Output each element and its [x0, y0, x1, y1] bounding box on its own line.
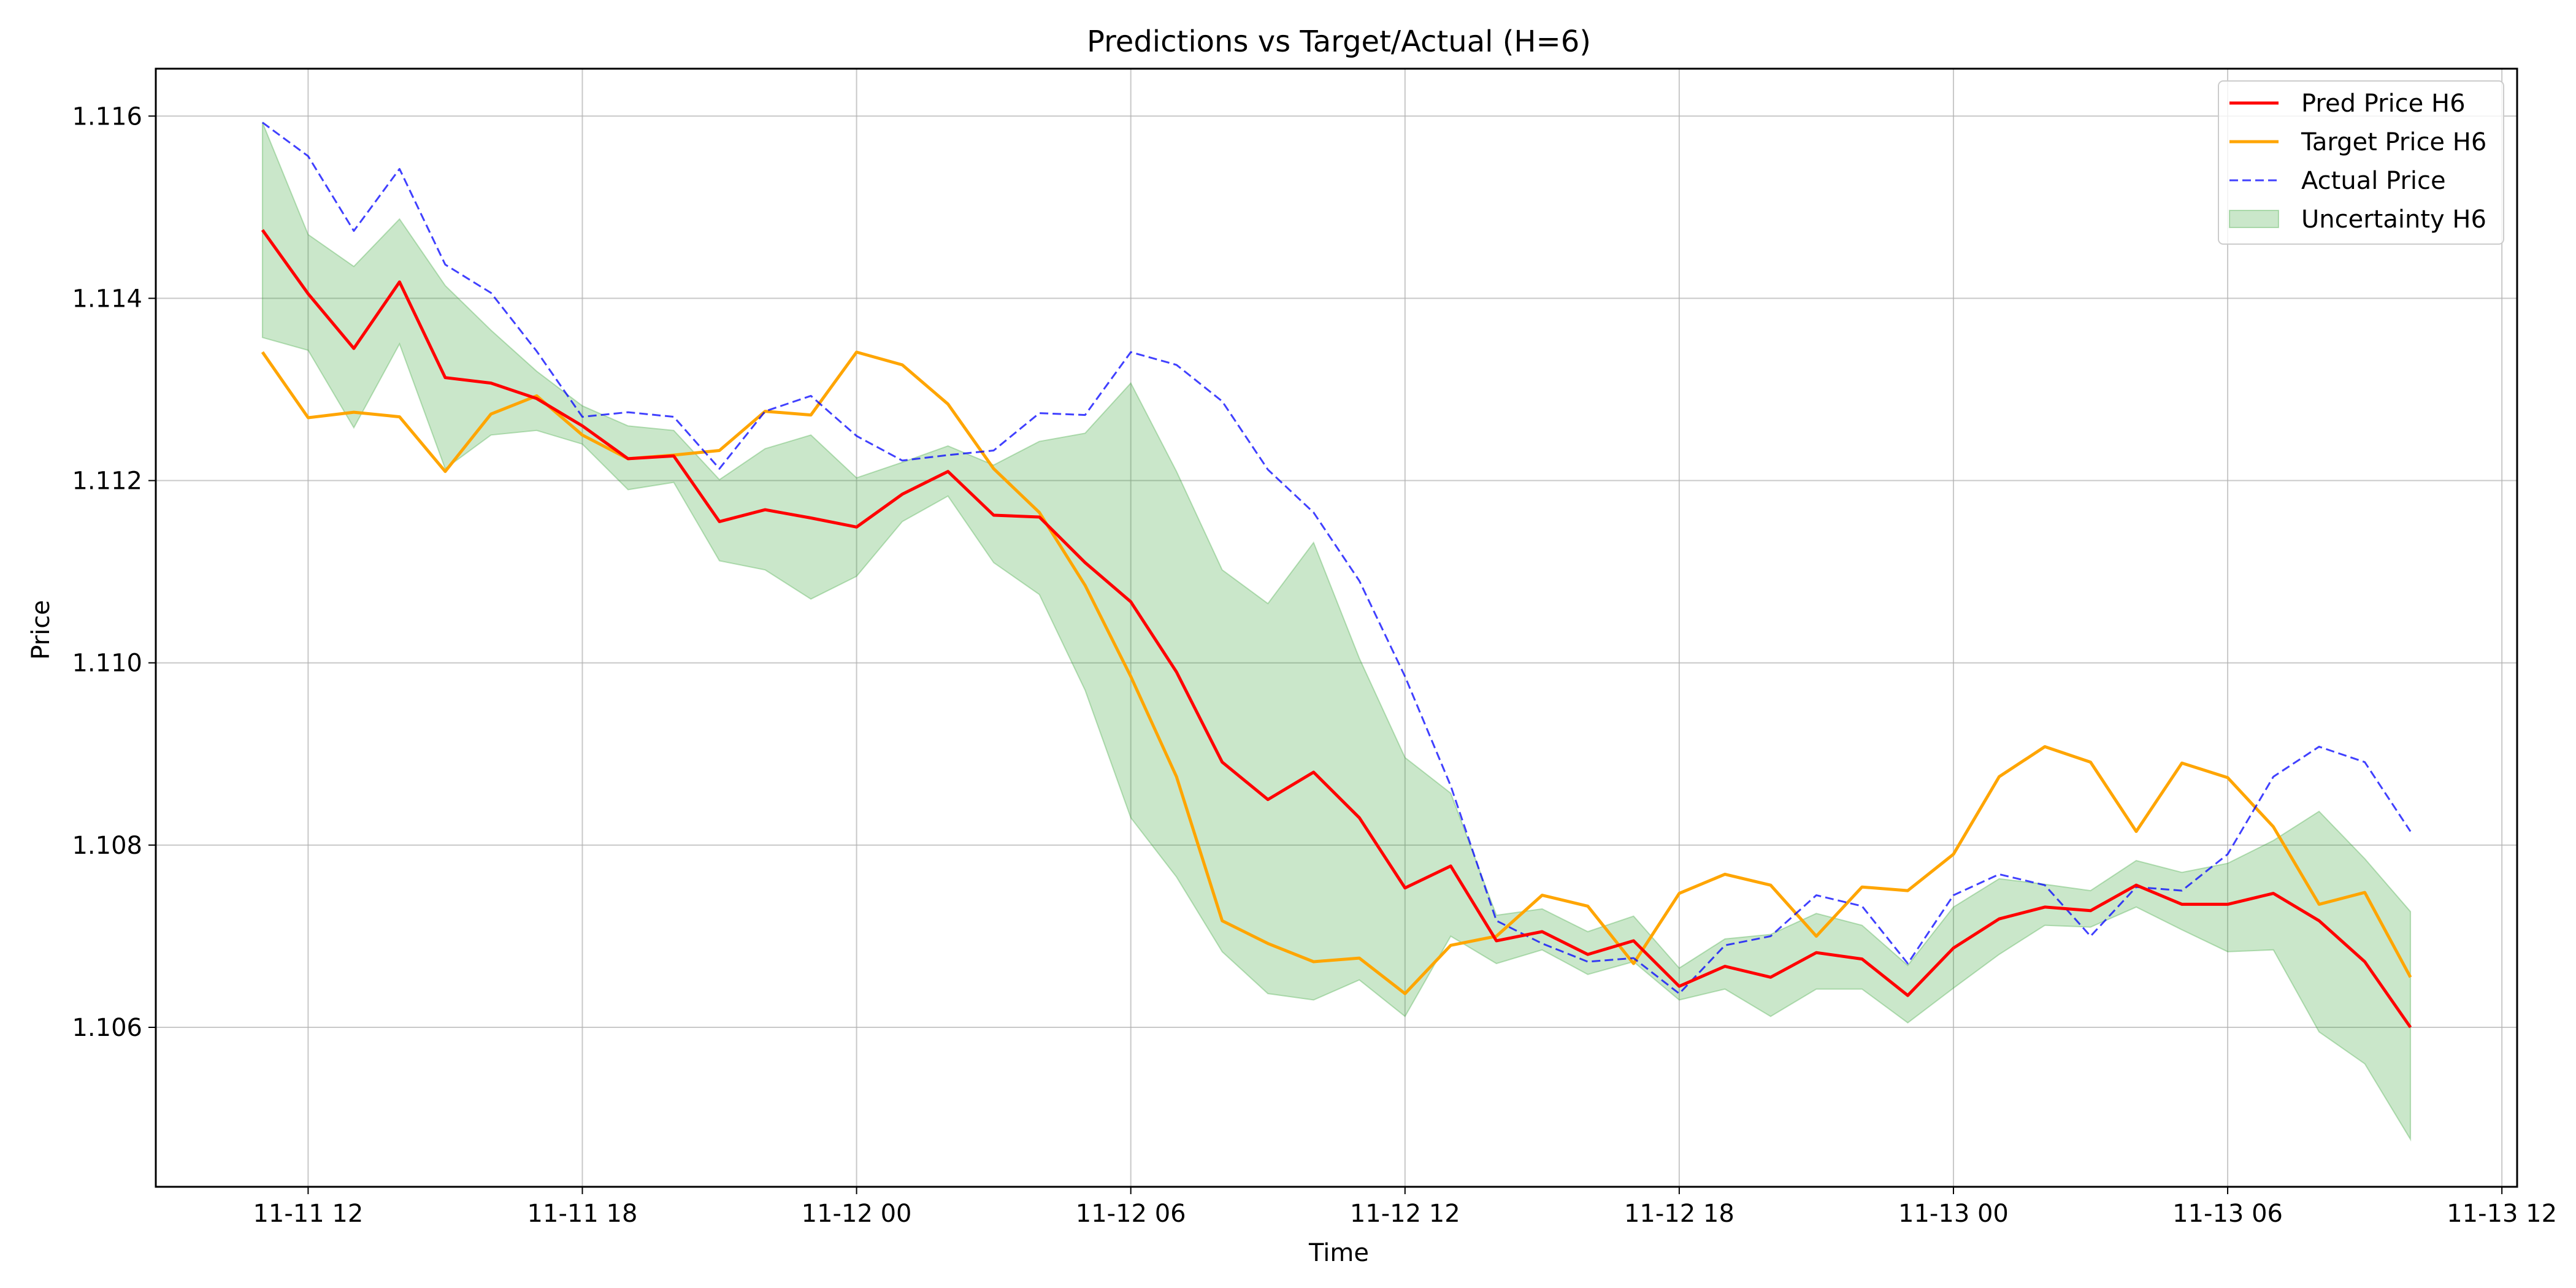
x-tick-label: 11-12 06: [1076, 1200, 1186, 1228]
legend-label-actual-price: Actual Price: [2301, 167, 2446, 195]
y-tick-label: 1.108: [72, 832, 142, 860]
y-tick-label: 1.116: [72, 102, 142, 131]
legend-label-target-price-h6: Target Price H6: [2301, 128, 2486, 156]
x-tick-label: 11-12 00: [802, 1200, 912, 1228]
pred-price-h6-line: [261, 229, 2412, 1029]
y-tick-label: 1.106: [72, 1014, 142, 1042]
x-tick-label: 11-13 00: [1898, 1200, 2009, 1228]
y-axis-label: Price: [27, 600, 55, 660]
grid: [156, 69, 2517, 1187]
y-tick-label: 1.110: [72, 650, 142, 678]
series-lines: [261, 121, 2412, 1029]
y-tick-label: 1.112: [72, 467, 142, 496]
x-tick-label: 11-11 18: [527, 1200, 638, 1228]
x-tick-label: 11-11 12: [253, 1200, 363, 1228]
x-tick-label: 11-13 06: [2172, 1200, 2283, 1228]
x-tick-label: 11-12 18: [1624, 1200, 1735, 1228]
uncertainty-band-layer: [261, 122, 2412, 1142]
y-tick-label: 1.114: [72, 285, 142, 313]
x-axis-label: Time: [1308, 1239, 1369, 1267]
actual-price-line: [262, 121, 2412, 995]
legend-label-pred-price-h6: Pred Price H6: [2301, 90, 2466, 118]
x-tick-label: 11-13 12: [2447, 1200, 2557, 1228]
x-tick-label: 11-12 12: [1350, 1200, 1460, 1228]
chart-title: Predictions vs Target/Actual (H=6): [1087, 25, 1591, 59]
legend-label-uncertainty-h6: Uncertainty H6: [2301, 205, 2486, 234]
uncertainty-band: [261, 122, 2412, 1142]
legend: Pred Price H6 Target Price H6 Actual Price…: [2218, 80, 2504, 245]
axis-ticks: 11-11 12 11-11 18 11-12 00 11-12 06 11-12 12…: [72, 102, 2557, 1228]
plot-frame: [155, 67, 2518, 1188]
legend-box: [2218, 80, 2504, 245]
legend-swatch-uncertainty-h6: [2229, 210, 2279, 228]
